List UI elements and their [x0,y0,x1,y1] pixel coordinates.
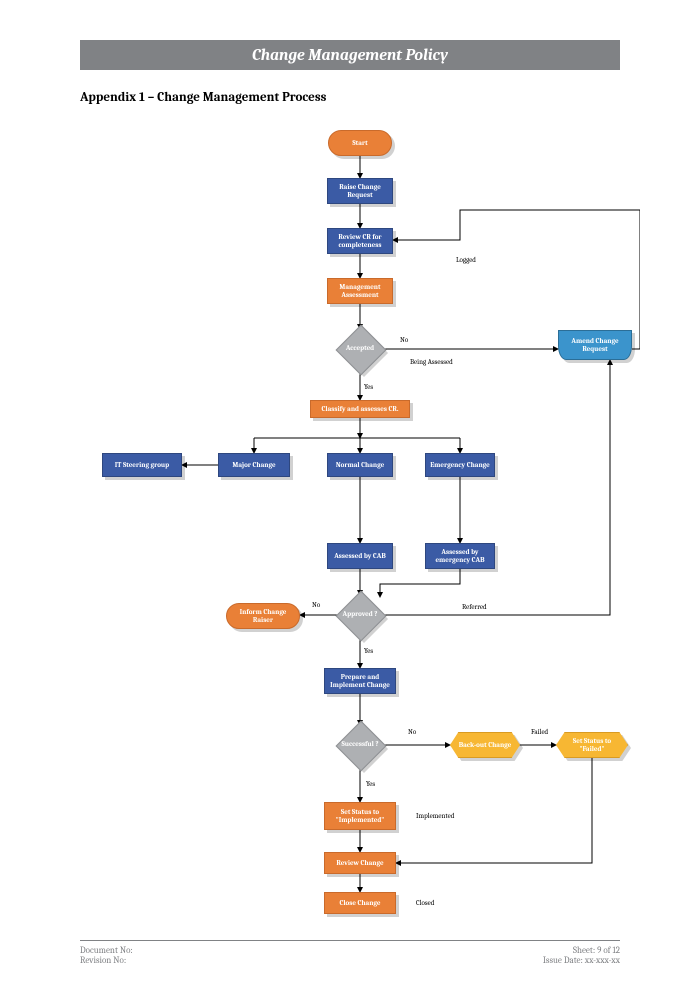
edge [396,758,592,863]
rev-no-label: Revision No: [80,956,126,966]
node-major: Major Change [218,453,290,477]
node-start: Start [328,130,392,156]
node-approved: Approved ? [343,598,377,632]
node-accepted: Accepted [343,332,377,366]
node-setimpl: Set Status to "Implemented" [324,802,396,830]
edge-label: Yes [366,780,375,788]
node-normal: Normal Change [327,453,393,477]
edge-label: No [408,728,416,736]
node-classify: Classify and assesses CR. [310,400,410,418]
footer-right: Sheet: 9 of 12 Issue Date: xx-xxx-xx [543,946,620,966]
node-success: Successful ? [343,728,377,762]
node-fail: Set Status to "Failed" [556,732,628,758]
flowchart-canvas: Start Raise Change Request Review CR for c… [80,120,640,920]
node-mgmt: Management Assessment [327,278,393,304]
edge-label: No [400,336,408,344]
node-label: Approved ? [336,598,384,632]
edge [380,569,460,597]
node-revchg: Review Change [324,852,396,874]
edge-label: No [312,601,320,609]
page-title: Change Management Policy [252,46,448,64]
doc-no-label: Document No: [80,946,133,956]
edge-label: Yes [364,647,373,655]
node-prepare: Prepare and Implement Change [324,668,396,694]
edge-label: Closed [416,899,434,907]
edge [380,360,610,615]
node-review: Review CR for completeness [327,228,393,254]
node-backout: Back-out Change [450,732,520,758]
node-emerg: Emergency Change [425,453,495,477]
node-steer: IT Steering group [102,453,182,477]
edge-label: Logged [456,256,476,264]
footer-divider [80,940,620,941]
edge-label: Being Assessed [410,358,453,366]
node-label: Accepted [336,332,384,366]
sheet-label: Sheet: 9 of 12 [573,946,620,956]
node-inform: Inform Change Raiser [226,603,300,629]
footer-left: Document No: Revision No: [80,946,133,966]
edge [393,210,640,349]
edge-label: Referred [462,603,487,611]
node-raise: Raise Change Request [327,178,393,204]
edge-label: Failed [531,728,548,736]
edge-label: Yes [364,383,373,391]
node-label: Successful ? [336,728,384,762]
page-root: Change Management Policy Appendix 1 – Ch… [0,0,700,997]
issue-date-label: Issue Date: xx-xxx-xx [543,956,620,966]
node-accab: Assessed by CAB [327,543,393,569]
node-acecab: Assessed by emergency CAB [425,543,495,569]
edge-label: Implemented [416,812,454,820]
node-amend: Amend Change Request [558,330,632,360]
appendix-heading: Appendix 1 – Change Management Process [80,90,326,105]
page-title-bar: Change Management Policy [80,40,620,70]
node-close: Close Change [324,892,396,914]
